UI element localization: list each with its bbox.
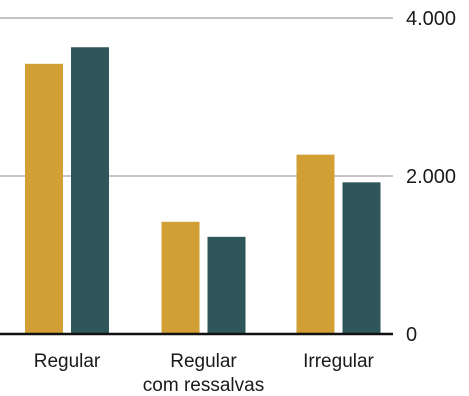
bar-series-2-category-3: [342, 182, 381, 334]
y-tick-label: 0: [406, 324, 417, 346]
x-category-label: Irregular: [303, 351, 374, 372]
bars: [25, 47, 381, 334]
y-tick-labels: 4.000 2.000 0: [406, 8, 456, 346]
bar-series-1-category-2: [161, 221, 200, 334]
y-tick-label: 2.000: [406, 166, 456, 188]
bar-series-1-category-1: [25, 63, 63, 334]
x-category-label: Regular: [170, 351, 237, 372]
y-tick-label: 4.000: [406, 8, 456, 30]
x-category-label: Regular: [34, 351, 101, 372]
x-category-label: com ressalvas: [143, 375, 264, 396]
bar-series-2-category-1: [71, 47, 109, 334]
bar-series-1-category-3: [296, 154, 335, 334]
bar-series-2-category-2: [207, 236, 246, 334]
x-category-labels: Regular Regular com ressalvas Irregular: [34, 351, 375, 396]
